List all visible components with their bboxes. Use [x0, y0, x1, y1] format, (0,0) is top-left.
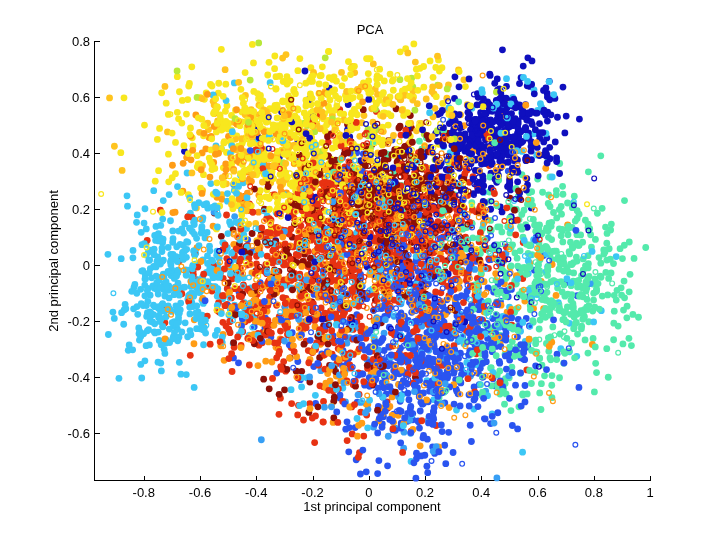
- scatter-plot-canvas: [0, 0, 720, 540]
- x-tick-label: 0: [365, 486, 372, 499]
- x-tick-label: -0.8: [133, 486, 155, 499]
- y-tick-label: 0.4: [72, 147, 90, 160]
- y-tick-label: 0: [83, 259, 90, 272]
- x-tick-label: -0.2: [301, 486, 323, 499]
- y-tick-label: 0.2: [72, 203, 90, 216]
- y-tick-label: 0.8: [72, 35, 90, 48]
- chart-title: PCA: [357, 23, 384, 36]
- y-tick-label: -0.4: [68, 371, 90, 384]
- y-tick-label: -0.6: [68, 427, 90, 440]
- x-tick-label: 0.6: [529, 486, 547, 499]
- x-tick-label: -0.6: [189, 486, 211, 499]
- x-axis-label: 1st principal component: [303, 500, 440, 513]
- y-axis-label: 2nd principal component: [47, 190, 60, 332]
- pca-scatter-figure: PCA 1st principal component 2nd principa…: [0, 0, 720, 540]
- x-tick-label: 0.4: [472, 486, 490, 499]
- y-tick-label: -0.2: [68, 315, 90, 328]
- x-tick-label: 0.2: [416, 486, 434, 499]
- x-tick-label: -0.4: [245, 486, 267, 499]
- x-tick-label: 0.8: [585, 486, 603, 499]
- x-tick-label: 1: [646, 486, 653, 499]
- y-tick-label: 0.6: [72, 91, 90, 104]
